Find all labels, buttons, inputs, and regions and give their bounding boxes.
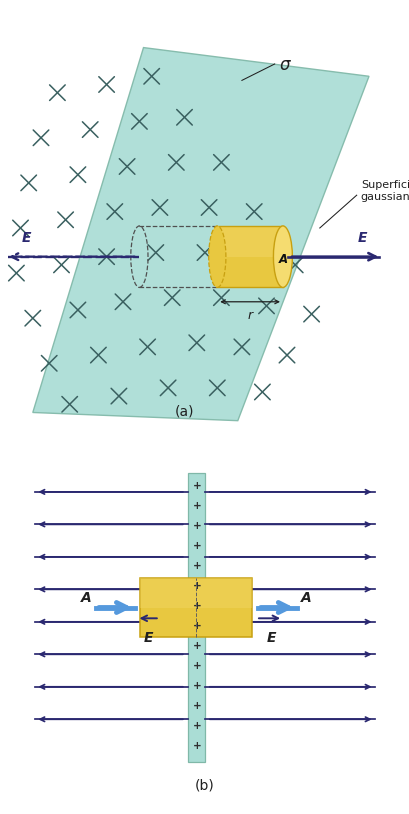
Text: Superficie
gaussiana: Superficie gaussiana: [360, 180, 409, 203]
Text: $\sigma$: $\sigma$: [278, 56, 291, 74]
Text: A: A: [301, 591, 311, 605]
Text: +: +: [192, 481, 201, 491]
Text: A: A: [81, 591, 91, 605]
Polygon shape: [33, 47, 368, 421]
Text: +: +: [192, 501, 201, 511]
Text: E: E: [357, 231, 367, 245]
Text: +: +: [192, 661, 201, 672]
Bar: [140, 578, 252, 607]
Text: (b): (b): [195, 778, 214, 793]
Ellipse shape: [273, 226, 292, 287]
Text: E: E: [22, 231, 31, 245]
Bar: [187, 473, 204, 762]
Ellipse shape: [208, 226, 225, 287]
Text: +: +: [192, 721, 201, 731]
Text: +: +: [192, 681, 201, 691]
Text: +: +: [192, 581, 201, 591]
Text: +: +: [192, 641, 201, 651]
Text: +: +: [192, 541, 201, 551]
Text: E: E: [143, 632, 153, 646]
Bar: [217, 226, 282, 256]
Text: +: +: [192, 602, 201, 611]
Text: r: r: [247, 309, 252, 322]
Bar: [140, 578, 252, 637]
Bar: [217, 226, 282, 287]
Text: +: +: [192, 701, 201, 711]
Text: (a): (a): [174, 405, 194, 418]
Text: E: E: [266, 632, 276, 646]
Text: +: +: [192, 561, 201, 571]
Text: +: +: [192, 742, 201, 751]
Text: A: A: [279, 252, 288, 265]
Text: +: +: [192, 621, 201, 631]
Text: +: +: [192, 521, 201, 531]
